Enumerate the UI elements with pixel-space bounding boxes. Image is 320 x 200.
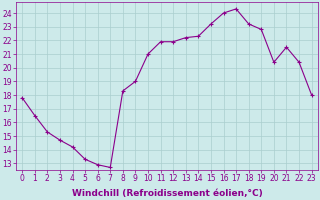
X-axis label: Windchill (Refroidissement éolien,°C): Windchill (Refroidissement éolien,°C)	[72, 189, 262, 198]
